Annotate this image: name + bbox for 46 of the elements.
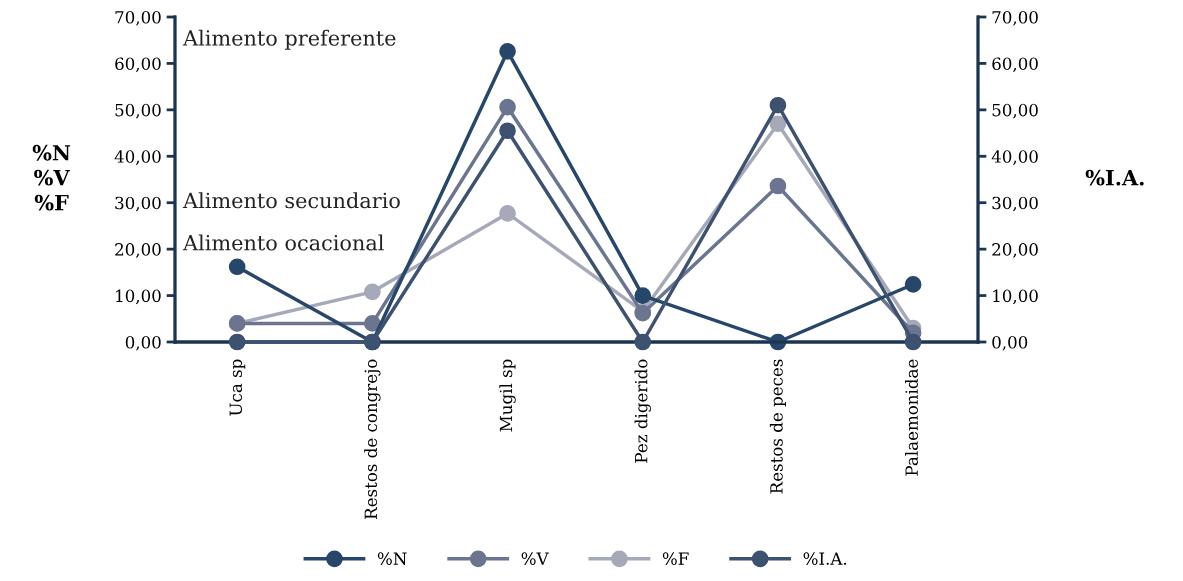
y2-tick-label: 60,00 [992,57,1038,73]
y2-tick-label: 50,00 [992,103,1038,119]
annotation: Alimento secundario [182,192,400,209]
x-tick-label: Palaemonidae [905,359,918,476]
x-tick-label: Restos de peces [769,359,786,494]
point [364,283,381,301]
y-tick-label: 30,00 [115,196,161,212]
point [904,333,922,351]
legend-label: %N [377,552,407,565]
y2-tick-label: 0,00 [992,335,1028,351]
y2-tick-label: 70,00 [992,10,1038,26]
y-tick-label: 40,00 [114,150,161,165]
legend-label: %I.A. [803,552,847,565]
x-tick-label: Uca sp [229,359,246,416]
point [769,177,787,195]
point [228,258,246,276]
point [904,276,922,293]
x-tick-label: Mugil sp [499,359,516,432]
y-tick-label: 60,00 [115,57,161,73]
point [769,96,787,114]
legend-label: %F [662,552,689,565]
point [499,98,516,116]
point [634,333,652,351]
y2-tick-label: 20,00 [992,243,1038,258]
y-tick-label: 20,00 [115,243,161,258]
y2-tick-label: 40,00 [991,150,1038,165]
x-tick-label: Pez digerido [634,359,651,463]
y-tick-label: 0,00 [125,335,161,351]
y-axis-title: %N %V %F [32,144,71,211]
y-tick-label: 10,00 [116,289,161,305]
y-tick-label: 70,00 [115,10,161,26]
point [228,333,246,351]
point [499,122,516,140]
annotation: Alimento preferente [182,29,396,50]
x-tick-label: Restos de congrejo [364,359,381,519]
point [634,287,652,304]
point [499,43,516,60]
y2-tick-label: 30,00 [992,196,1038,212]
y2-tick-label: 10,00 [993,289,1038,305]
point [769,115,787,133]
legend-label: %V [521,552,549,565]
annotation: Alimento ocacional [182,234,384,251]
y2-axis-title: %I.A. [1085,169,1144,186]
point [364,315,381,332]
point [499,205,516,222]
y-tick-label: 50,00 [115,103,161,119]
